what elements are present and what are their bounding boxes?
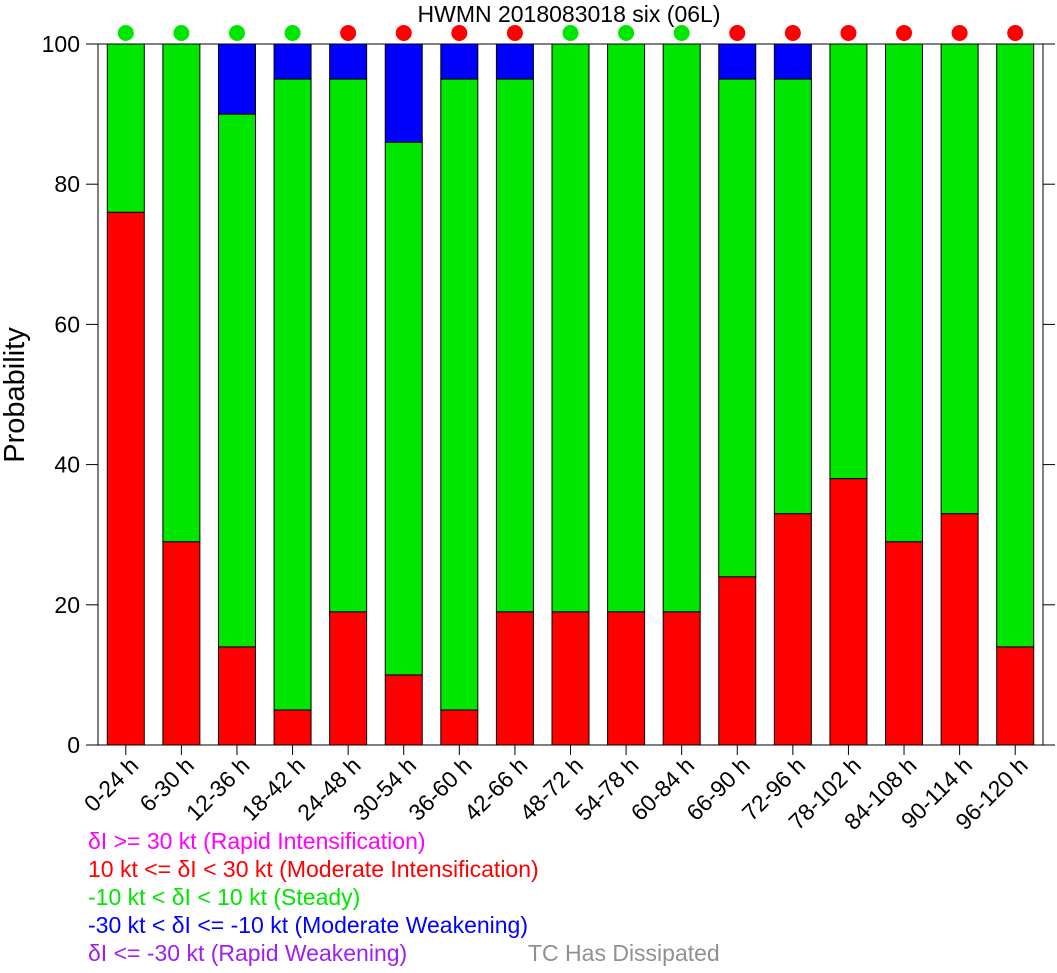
bar-segment [940,513,979,746]
y-tick-label: 80 [54,171,80,197]
bar-segment [773,513,812,746]
bar-segment [773,78,812,515]
bar-segment [162,43,201,543]
indicator-dot [673,25,690,41]
legend-item-moderate-weakening: -30 kt < δI <= -10 kt (Moderate Weakenin… [88,912,529,938]
bar-segment [384,43,423,143]
bar-segment [329,78,368,613]
bar-segment [885,43,924,543]
legend-item-rapid-weakening: δI <= -30 kt (Rapid Weakening) [88,940,408,966]
legend-item-moderate-intensification: 10 kt <= δI < 30 kt (Moderate Intensific… [88,856,539,882]
indicator-dot [451,25,468,41]
bar-segment [217,646,256,746]
indicator-dot [340,25,357,41]
bar-segment [829,43,868,480]
indicator-dot [395,25,412,41]
bar-segment [885,541,924,746]
bar-segment [773,43,812,80]
indicator-dot [506,25,523,41]
bar-segment [996,646,1035,746]
y-tick-label: 0 [67,732,80,758]
bar-segment [940,43,979,515]
bar-segment [440,709,479,746]
bar-segment [217,113,256,648]
legend-item-rapid-intensification: δI >= 30 kt (Rapid Intensification) [88,828,426,854]
chart-title: HWMN 2018083018 six (06L) [418,1,721,27]
legend-item-steady: -10 kt < δI < 10 kt (Steady) [88,884,361,910]
dissipated-note: TC Has Dissipated [528,940,720,966]
indicator-dot [618,25,635,41]
bar-segment [829,478,868,746]
bar-segment [217,43,256,115]
bar-segment [329,43,368,80]
bar-segment [495,43,534,80]
bar-segment [607,611,646,746]
bar-segment [495,611,534,746]
y-tick-label: 100 [42,31,80,57]
indicator-dot [896,25,913,41]
bar-segment [607,43,646,613]
bar-segment [996,43,1035,648]
indicator-dot [729,25,746,41]
bar-segment [106,43,145,213]
indicator-dot [1007,25,1024,41]
bar-segment [662,43,701,613]
bar-segment [273,43,312,80]
bar-segment [718,43,757,80]
y-tick-label: 40 [54,452,80,478]
y-tick-label: 20 [54,592,80,618]
x-tick-label: 0-24 h [79,752,144,817]
bar-segment [273,78,312,711]
bar-segment [440,78,479,711]
indicator-dot [951,25,968,41]
indicator-dot [784,25,801,41]
indicator-dot [173,25,190,41]
y-axis-label: Probability [0,327,31,463]
indicator-dot [117,25,134,41]
indicator-dot [840,25,857,41]
bar-segment [662,611,701,746]
bar-segment [551,43,590,613]
bar-segment [440,43,479,80]
y-tick-label: 60 [54,311,80,337]
indicator-dot [562,25,579,41]
indicator-dot [228,25,245,41]
bar-segment [718,576,757,746]
bar-segment [718,78,757,578]
bar-segment [551,611,590,746]
bar-segment [495,78,534,613]
bar-segment [162,541,201,746]
bar-segment [106,211,145,746]
bar-segment [329,611,368,746]
bar-segment [384,674,423,746]
bar-segment [384,141,423,676]
indicator-dot [284,25,301,41]
bar-segment [273,709,312,746]
